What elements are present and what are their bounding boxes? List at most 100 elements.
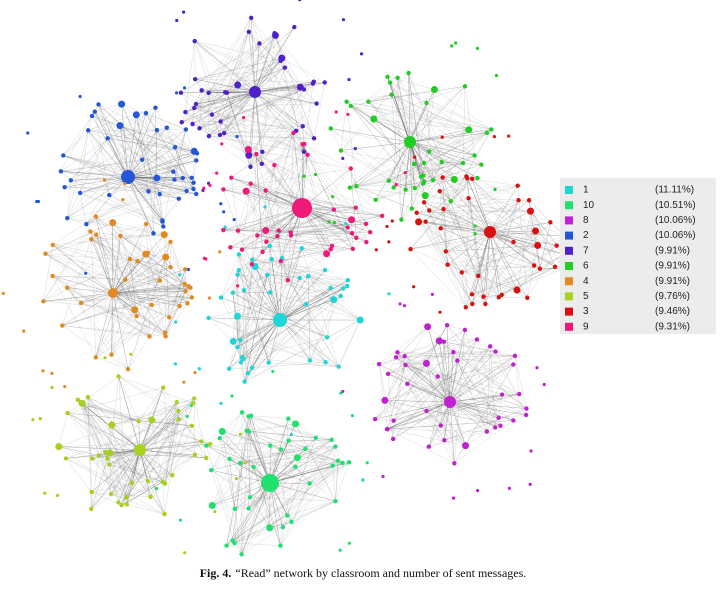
- edge: [387, 355, 516, 430]
- edge: [220, 83, 314, 122]
- edge: [267, 274, 300, 279]
- edge: [81, 302, 150, 337]
- node: [426, 444, 431, 449]
- edge: [423, 161, 442, 184]
- node: [303, 301, 309, 307]
- node: [123, 182, 127, 186]
- legend-swatch: [565, 322, 573, 331]
- node: [403, 362, 408, 368]
- edge: [468, 197, 519, 201]
- node: [237, 460, 243, 466]
- edge: [181, 57, 282, 123]
- node: [443, 249, 449, 254]
- edge: [62, 287, 191, 326]
- edge: [461, 235, 566, 273]
- node: [218, 250, 222, 254]
- edge: [389, 82, 430, 152]
- edge: [465, 230, 536, 308]
- edge: [156, 129, 197, 161]
- edge: [124, 279, 135, 310]
- edge: [86, 191, 149, 225]
- edge: [384, 400, 451, 403]
- edge: [121, 103, 176, 148]
- edge: [449, 355, 516, 403]
- node: [511, 362, 516, 367]
- edge: [241, 183, 251, 250]
- node: [162, 330, 168, 335]
- node: [421, 192, 429, 200]
- node: [136, 418, 141, 424]
- legend-label: 10: [583, 200, 595, 211]
- edge: [121, 403, 194, 506]
- edge: [279, 319, 328, 338]
- node: [246, 506, 251, 511]
- edge: [229, 319, 281, 369]
- edge: [180, 91, 256, 94]
- edge: [248, 431, 316, 439]
- node: [192, 76, 198, 82]
- edge: [211, 469, 271, 484]
- edge: [86, 176, 129, 225]
- edge: [303, 83, 314, 152]
- edge: [439, 190, 536, 232]
- edge: [67, 412, 148, 482]
- edge: [251, 17, 315, 139]
- edge: [199, 121, 221, 129]
- node: [129, 352, 133, 356]
- edge: [297, 439, 332, 458]
- edge: [429, 210, 518, 291]
- edge: [255, 266, 300, 279]
- edge: [281, 258, 348, 287]
- edge: [413, 89, 435, 165]
- edge: [426, 363, 514, 421]
- edge: [242, 299, 334, 358]
- edge: [245, 191, 266, 231]
- node: [452, 496, 456, 500]
- edge: [107, 138, 198, 154]
- edge: [248, 416, 271, 484]
- edge: [222, 431, 333, 466]
- edge: [471, 178, 491, 233]
- node: [182, 380, 186, 384]
- edge: [409, 132, 487, 143]
- node: [191, 186, 196, 192]
- edge: [187, 286, 189, 304]
- node: [327, 220, 331, 224]
- edge: [223, 168, 351, 190]
- edge: [279, 285, 348, 321]
- edge: [224, 31, 250, 93]
- node: [185, 301, 190, 306]
- edge: [252, 362, 326, 369]
- edge: [501, 230, 536, 295]
- edge: [136, 114, 163, 222]
- edge: [244, 248, 303, 382]
- edge: [199, 31, 250, 129]
- node: [323, 250, 331, 258]
- edge: [259, 43, 317, 104]
- edge: [120, 234, 165, 237]
- node: [513, 286, 521, 294]
- edge: [241, 209, 334, 250]
- edge: [112, 256, 166, 294]
- edge: [393, 376, 438, 421]
- node: [89, 113, 95, 119]
- node: [350, 246, 356, 252]
- node: [476, 489, 480, 493]
- legend-swatch: [565, 201, 573, 210]
- edge: [118, 376, 179, 412]
- legend-swatch: [565, 277, 573, 286]
- node: [153, 105, 158, 110]
- edge: [134, 309, 166, 333]
- edge: [254, 67, 285, 93]
- edge: [498, 268, 541, 298]
- edge: [52, 244, 171, 268]
- edge: [240, 423, 296, 464]
- edge: [429, 210, 528, 298]
- edge: [87, 396, 112, 494]
- edge: [446, 325, 499, 418]
- edge: [261, 89, 305, 164]
- edge: [194, 41, 251, 167]
- edge: [440, 208, 444, 229]
- node: [305, 152, 310, 158]
- edge: [233, 274, 268, 342]
